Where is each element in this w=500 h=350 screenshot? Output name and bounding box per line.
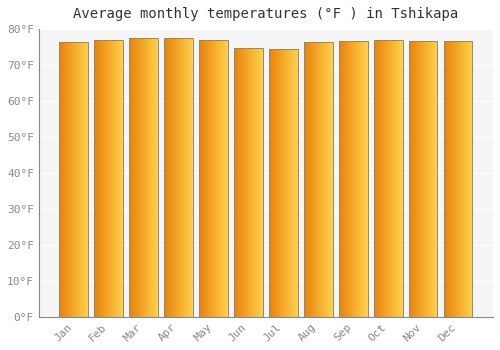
- Bar: [409, 41, 438, 317]
- Bar: [94, 40, 123, 317]
- Bar: [60, 42, 88, 317]
- Bar: [444, 41, 472, 317]
- Bar: [130, 38, 158, 317]
- Bar: [374, 40, 402, 317]
- Bar: [164, 38, 193, 317]
- Bar: [339, 41, 368, 317]
- Bar: [269, 49, 298, 317]
- Bar: [304, 42, 332, 317]
- Bar: [199, 40, 228, 317]
- Title: Average monthly temperatures (°F ) in Tshikapa: Average monthly temperatures (°F ) in Ts…: [74, 7, 458, 21]
- Bar: [234, 48, 263, 317]
